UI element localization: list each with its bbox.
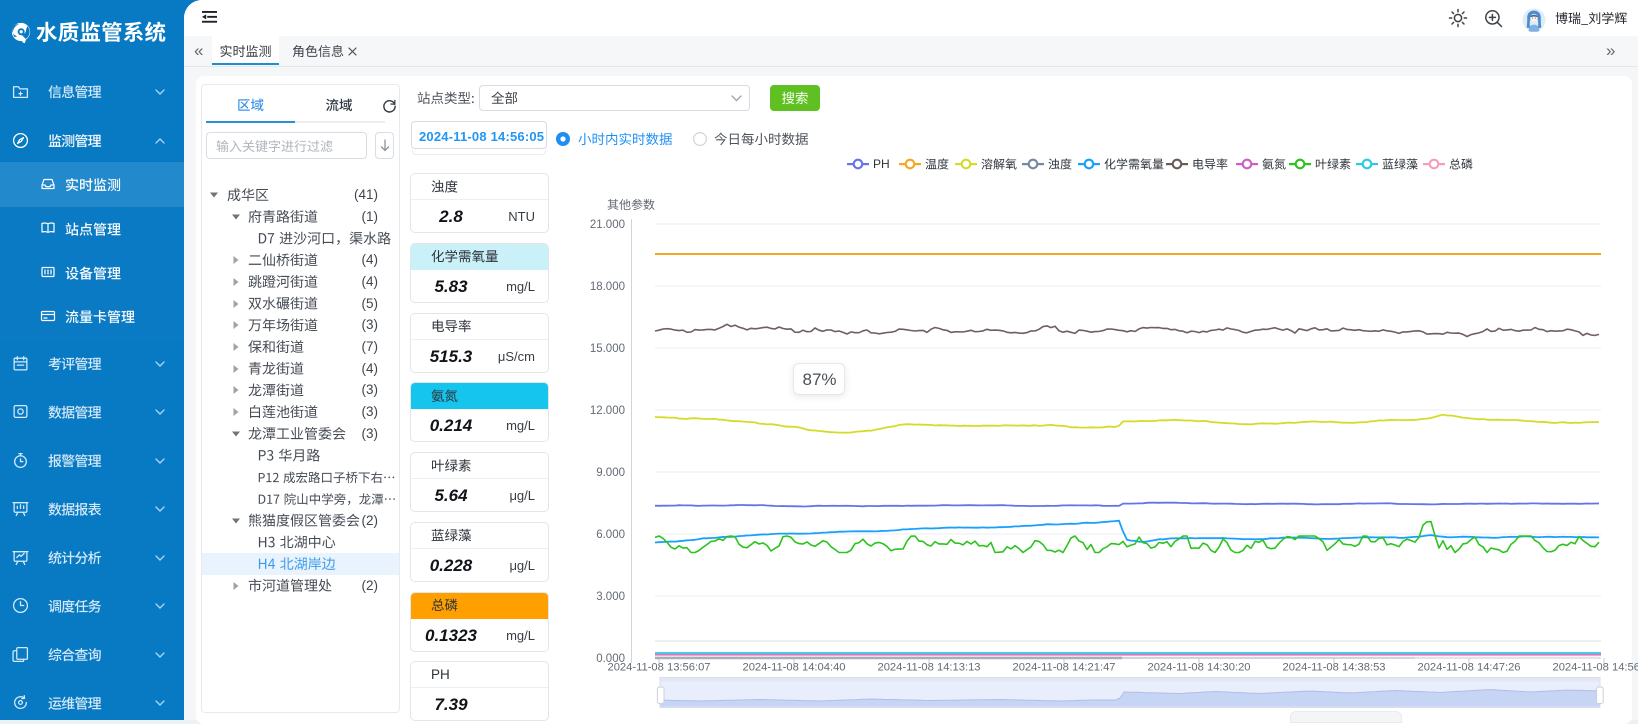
- svg-text:3.000: 3.000: [596, 591, 625, 603]
- svg-text:12.000: 12.000: [590, 405, 625, 417]
- svg-text:2024-11-08 14:21:47: 2024-11-08 14:21:47: [1012, 662, 1115, 674]
- svg-text:2024-11-08 14:56:05: 2024-11-08 14:56:05: [1552, 662, 1638, 674]
- svg-text:0.000: 0.000: [596, 653, 625, 665]
- svg-text:2024-11-08 14:38:53: 2024-11-08 14:38:53: [1282, 662, 1385, 674]
- svg-text:2024-11-08 14:47:26: 2024-11-08 14:47:26: [1417, 662, 1520, 674]
- svg-text:15.000: 15.000: [590, 343, 625, 355]
- svg-text:2024-11-08 14:04:40: 2024-11-08 14:04:40: [742, 662, 845, 674]
- svg-text:9.000: 9.000: [596, 467, 625, 479]
- svg-text:2024-11-08 14:30:20: 2024-11-08 14:30:20: [1147, 662, 1250, 674]
- svg-text:2024-11-08 13:56:07: 2024-11-08 13:56:07: [607, 662, 710, 674]
- svg-text:21.000: 21.000: [590, 219, 625, 231]
- svg-text:18.000: 18.000: [590, 281, 625, 293]
- svg-text:6.000: 6.000: [596, 529, 625, 541]
- svg-text:2024-11-08 14:13:13: 2024-11-08 14:13:13: [877, 662, 980, 674]
